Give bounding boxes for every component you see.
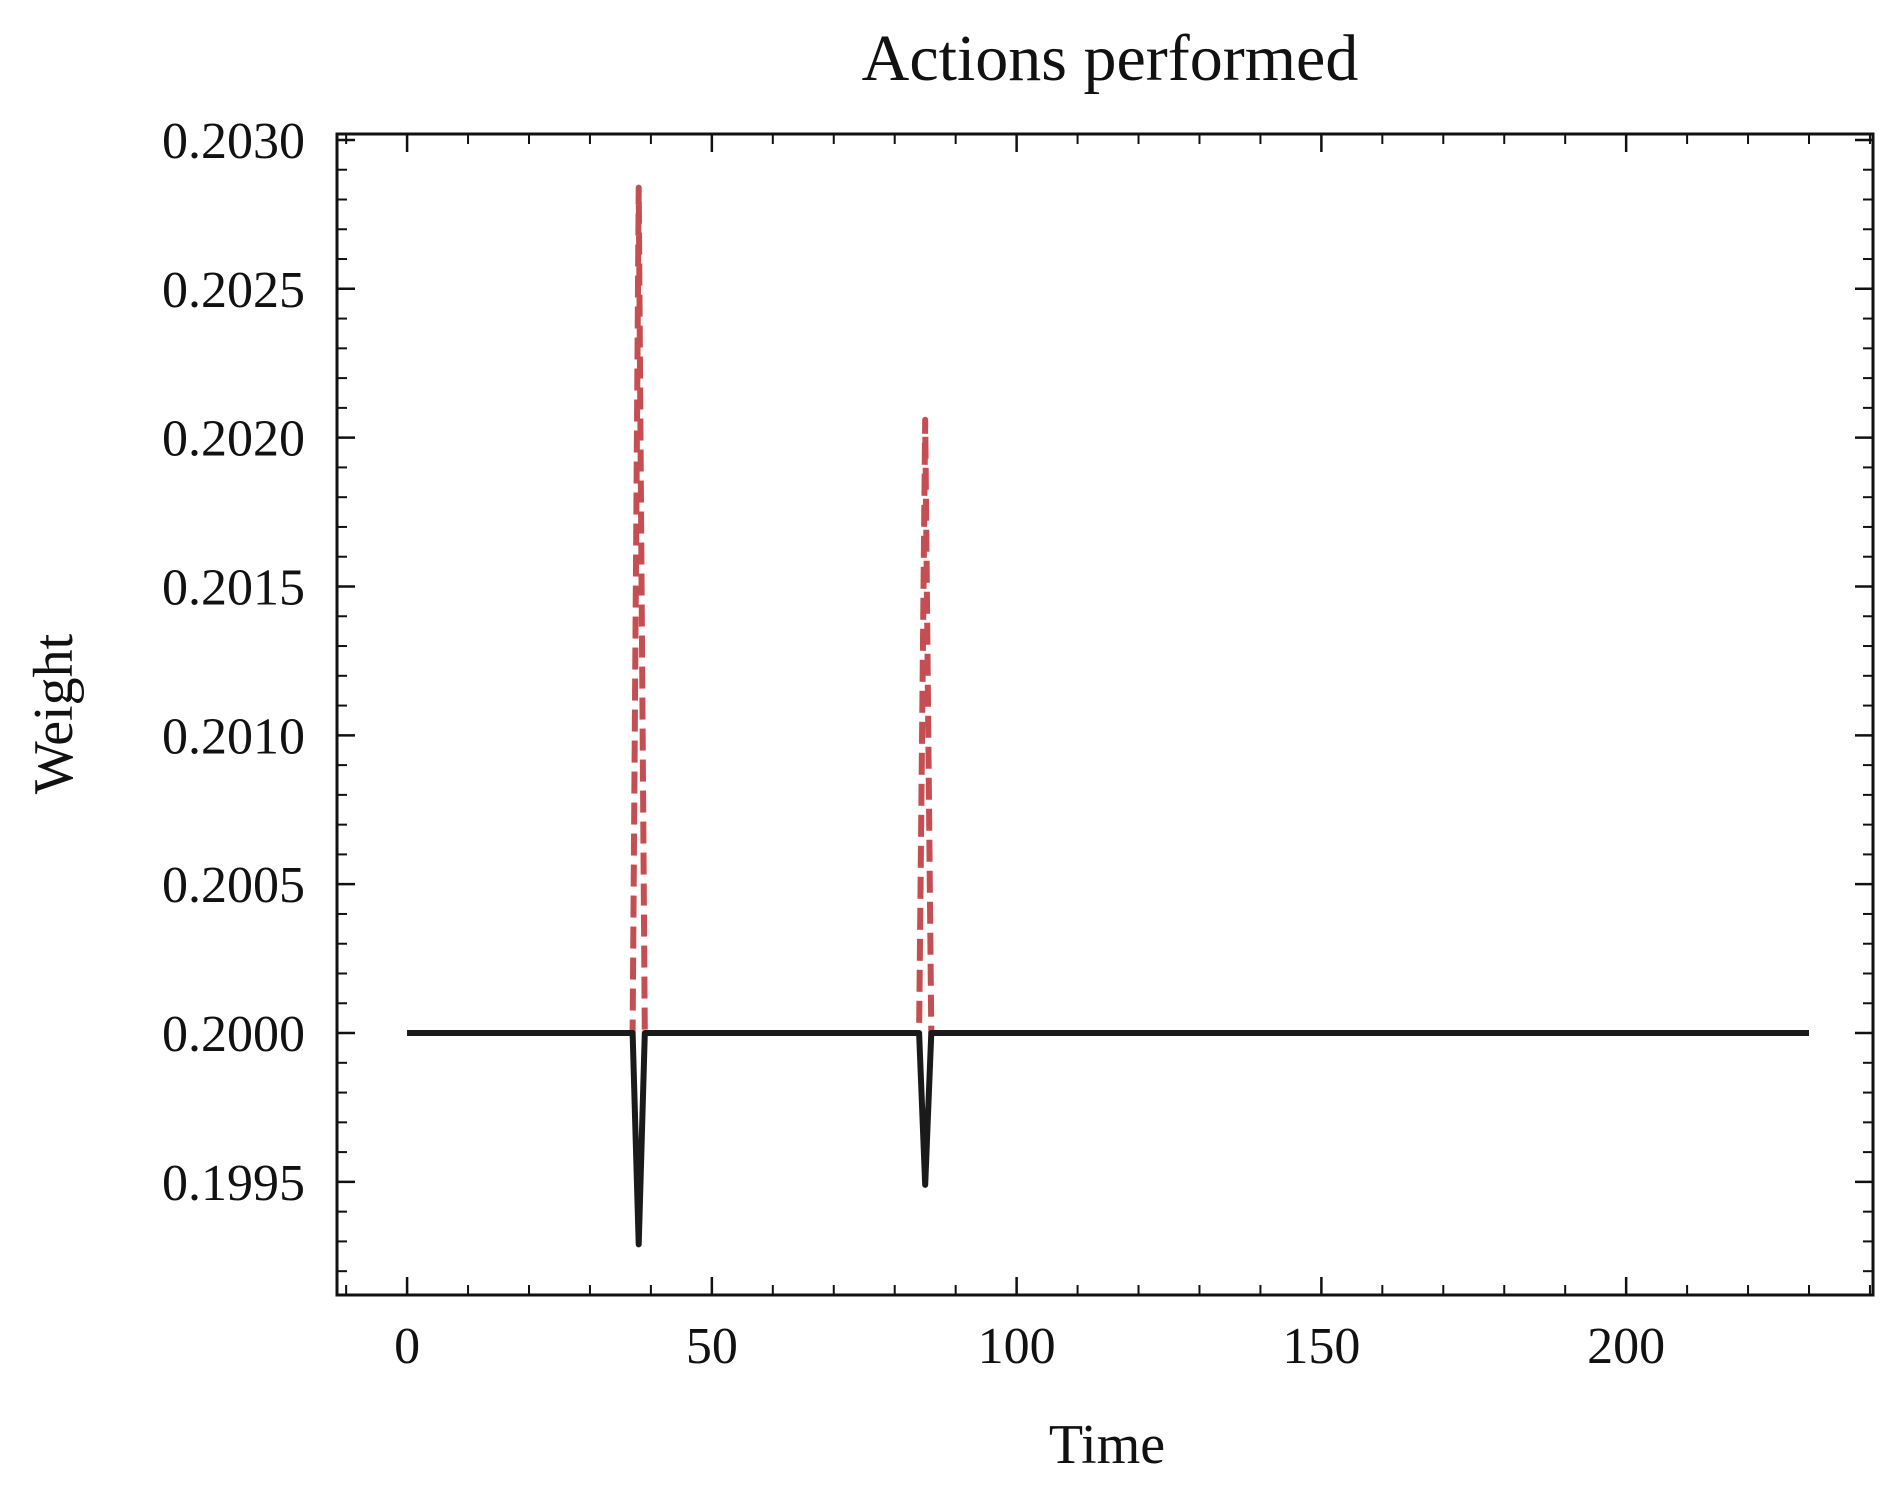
y-tick-label: 0.2020: [162, 411, 305, 468]
axis-ticks: [337, 134, 1873, 1295]
plot-frame: [335, 132, 1875, 1297]
y-axis-label: Weight: [23, 633, 85, 794]
y-tick-label: 0.2015: [162, 559, 305, 616]
plot-area: [407, 184, 1809, 1248]
x-axis-label: Time: [1049, 1414, 1165, 1476]
x-tick-label: 200: [1587, 1318, 1665, 1375]
x-tick-label: 0: [394, 1318, 420, 1375]
x-tick-label: 100: [978, 1318, 1056, 1375]
y-tick-label: 0.2030: [162, 113, 305, 170]
series-line-1: [407, 184, 1809, 1037]
chart-title: Actions performed: [862, 22, 1359, 95]
series-line-2: [407, 1030, 1809, 1248]
y-tick-label: 0.2010: [162, 708, 305, 765]
tick-labels: 0 50 100 150 200 0.1995 0.2000 0.2005 0.2010 0.20…: [162, 113, 1665, 1375]
y-tick-label: 0.2005: [162, 857, 305, 914]
y-tick-label: 0.2000: [162, 1006, 305, 1063]
x-tick-label: 150: [1282, 1318, 1360, 1375]
y-tick-label: 0.2025: [162, 262, 305, 319]
y-tick-label: 0.1995: [162, 1155, 305, 1212]
x-tick-label: 50: [686, 1318, 738, 1375]
